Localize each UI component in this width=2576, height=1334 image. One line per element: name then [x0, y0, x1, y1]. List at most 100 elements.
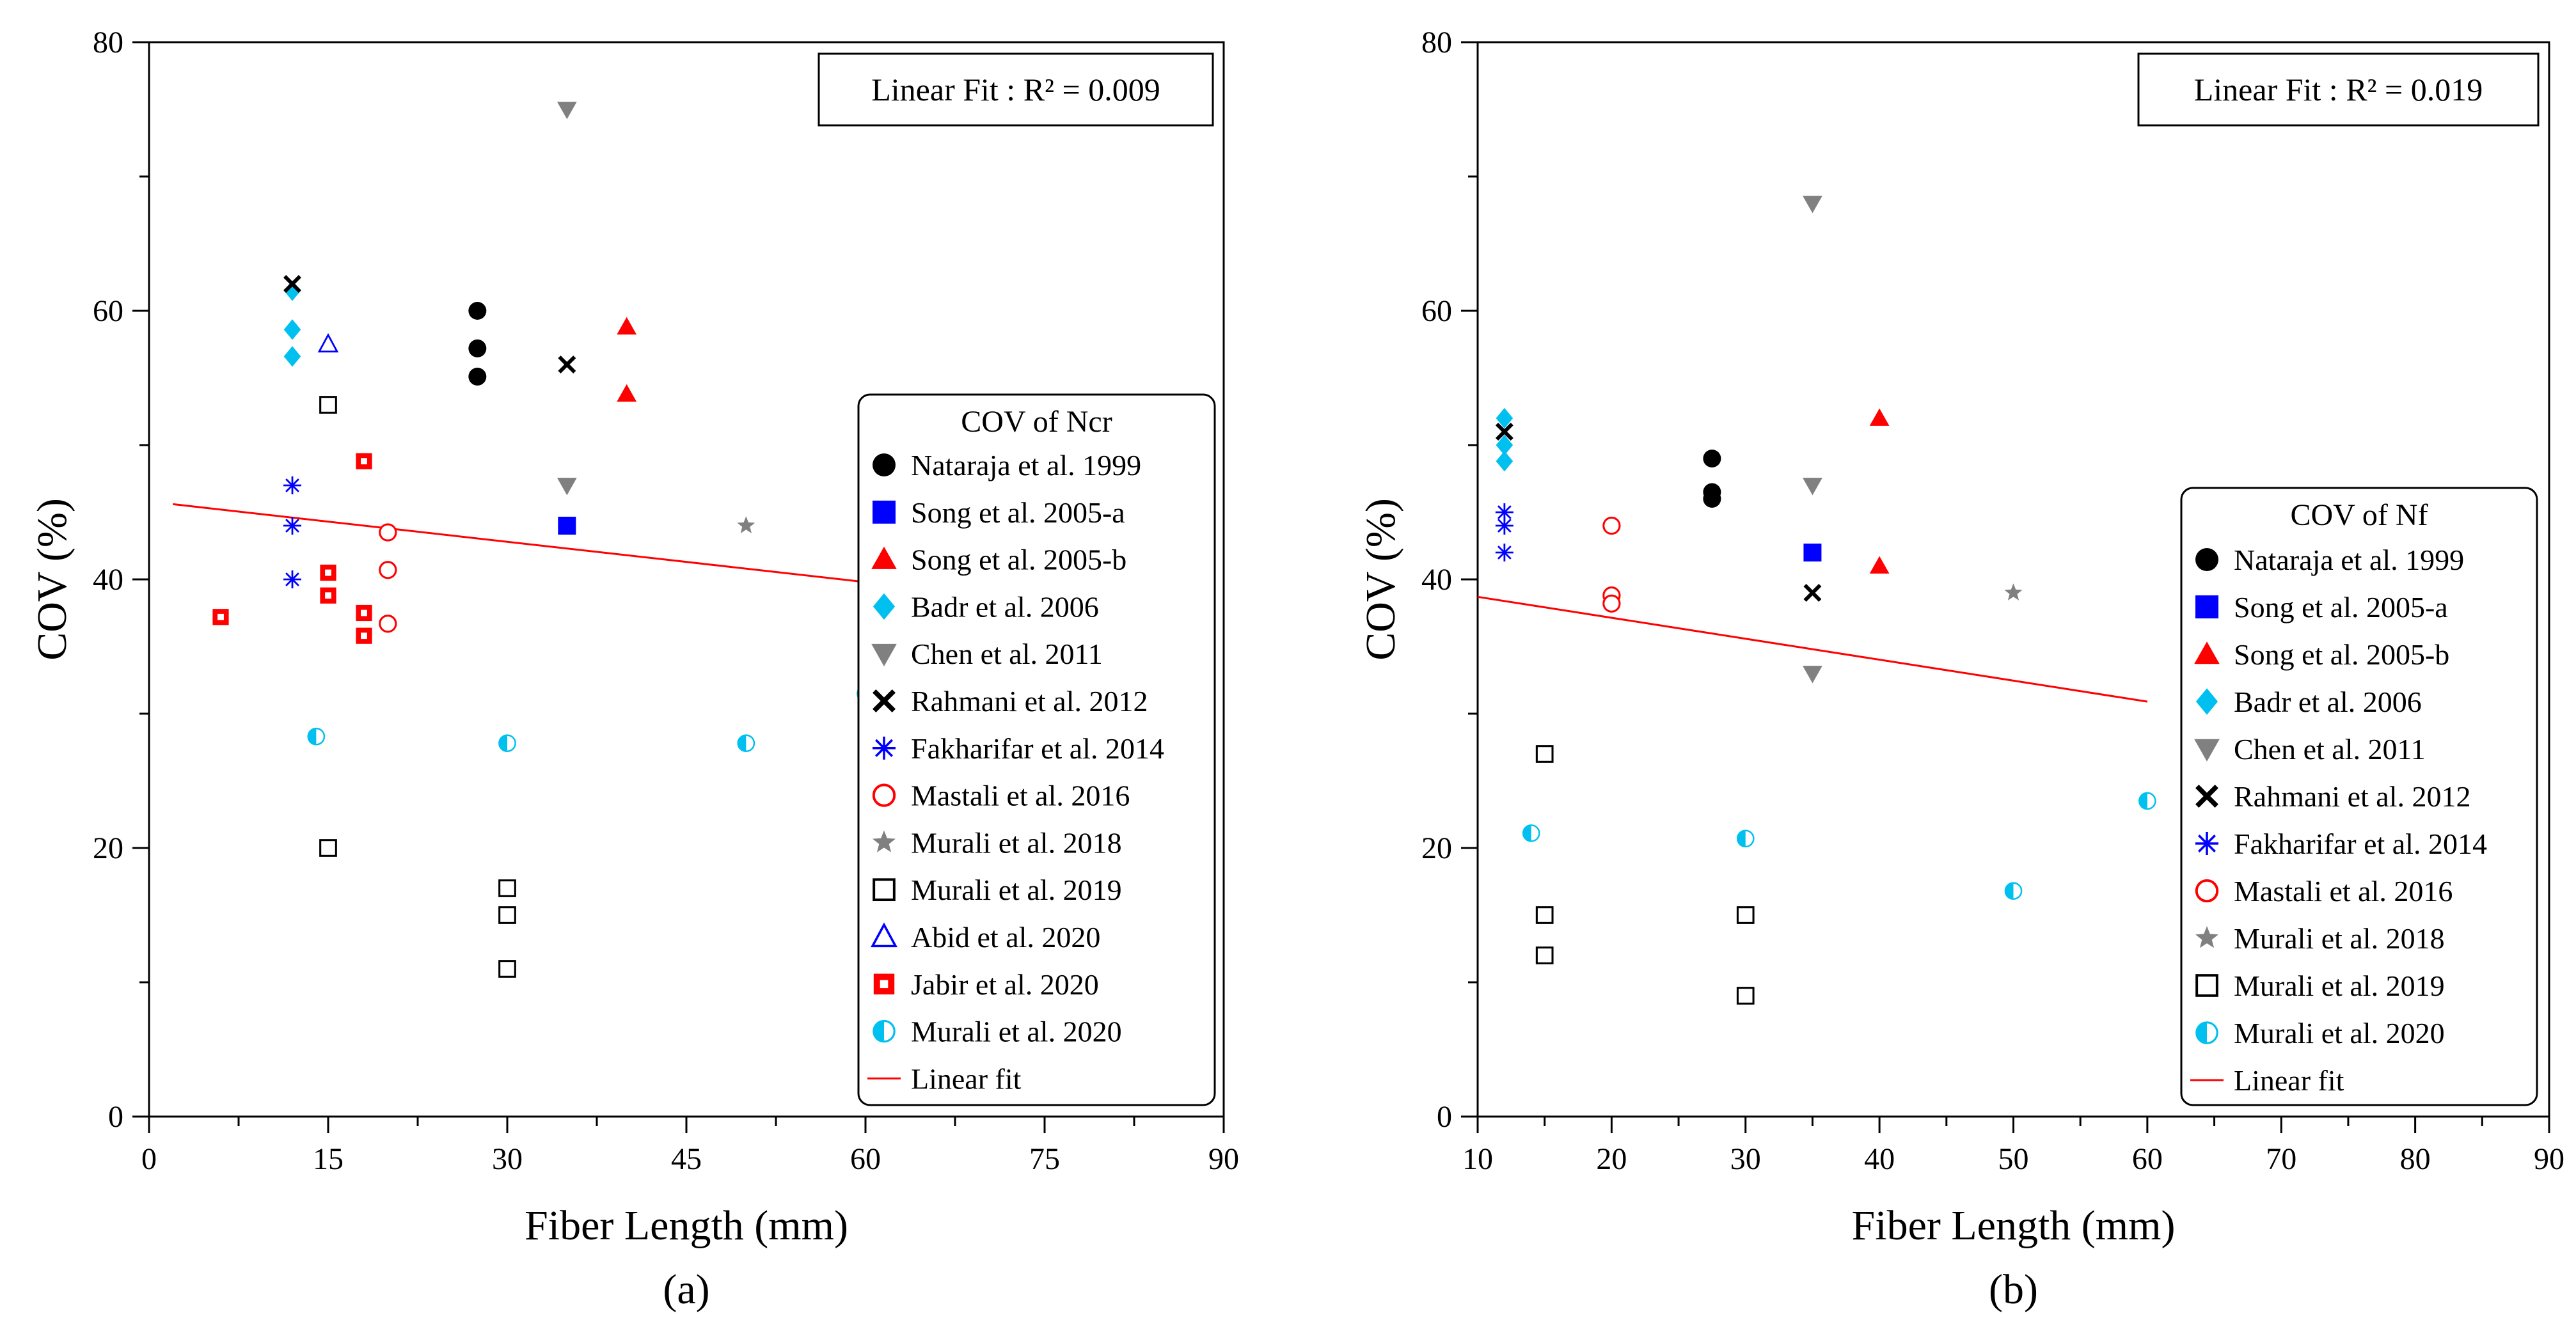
- y-tick-label: 60: [93, 294, 123, 328]
- legend: COV of Ncr Nataraja et al. 1999 Song et al…: [857, 393, 1216, 1106]
- x-tick-label: 75: [1029, 1142, 1060, 1176]
- series-badr-et-al-2006: [1496, 407, 1513, 472]
- data-point: [283, 346, 301, 367]
- legend-marker: [873, 1019, 896, 1043]
- data-point: [356, 627, 372, 644]
- linear-fit-line: [1477, 595, 2148, 703]
- legend-label: Murali et al. 2020: [911, 1016, 1122, 1048]
- data-point: [1803, 544, 1822, 561]
- data-point: [498, 906, 516, 924]
- legend-marker: [873, 689, 896, 712]
- legend-marker: [872, 783, 896, 807]
- data-point: [283, 280, 301, 301]
- y-tick-label: 80: [93, 26, 123, 59]
- legend-label: Rahmani et al. 2012: [911, 685, 1148, 718]
- data-point: [617, 384, 637, 402]
- y-axis-label: COV (%): [1357, 498, 1404, 661]
- data-point: [307, 727, 326, 746]
- legend-label: Nataraja et al. 1999: [911, 449, 1141, 482]
- data-point: [1496, 434, 1513, 456]
- x-tick-label: 30: [1730, 1142, 1761, 1176]
- legend-label: Linear fit: [911, 1062, 1022, 1095]
- data-point: [2138, 792, 2156, 810]
- data-point: [1803, 478, 1822, 496]
- legend-label: Murali et al. 2020: [2234, 1017, 2445, 1049]
- legend-marker: [2195, 974, 2218, 997]
- legend-box: [857, 393, 1216, 1106]
- data-point: [468, 302, 487, 320]
- legend-marker: [873, 878, 896, 902]
- y-tick-label: 60: [1421, 294, 1452, 328]
- linear-fit-line: [173, 503, 866, 583]
- x-tick-label: 20: [1596, 1142, 1627, 1176]
- legend-label: Song et al. 2005-b: [2234, 638, 2449, 671]
- legend-marker: [2195, 832, 2218, 855]
- data-point: [320, 587, 336, 604]
- data-point: [1703, 490, 1721, 508]
- legend-marker: [871, 546, 897, 569]
- data-point: [379, 561, 397, 579]
- x-tick-label: 90: [1208, 1142, 1239, 1176]
- series-mastali-et-al-2016: [1602, 516, 1621, 613]
- legend-marker: [2195, 1021, 2218, 1044]
- y-tick-label: 20: [93, 831, 123, 865]
- legend-title: COV of Ncr: [961, 405, 1112, 439]
- data-point: [1803, 196, 1822, 214]
- data-point: [557, 478, 577, 496]
- series-rahmani-et-al-2012: [1495, 423, 1822, 602]
- legend-marker: [873, 830, 896, 852]
- y-tick-label: 0: [108, 1100, 123, 1134]
- data-point: [617, 317, 637, 335]
- data-point: [1495, 423, 1513, 441]
- data-point: [558, 356, 576, 373]
- data-point: [468, 339, 487, 357]
- legend-label: Murali et al. 2019: [911, 874, 1122, 906]
- legend-marker: [2195, 879, 2219, 903]
- legend-marker: [871, 922, 897, 948]
- series-murali-et-al-2019: [1535, 745, 1755, 1005]
- legend-label: Linear fit: [2234, 1064, 2344, 1097]
- fit-annotation: Linear Fit : R² = 0.009: [871, 72, 1160, 107]
- data-point: [1736, 829, 1755, 848]
- data-point: [557, 102, 577, 120]
- legend-label: Nataraja et al. 1999: [2234, 544, 2464, 576]
- data-point: [1803, 666, 1822, 684]
- series-murali-et-al-2020: [307, 684, 874, 753]
- data-point: [379, 615, 397, 633]
- data-point: [319, 396, 337, 414]
- legend-label: Song et al. 2005-b: [911, 544, 1126, 576]
- legend-label: Mastali et al. 2016: [2234, 875, 2453, 907]
- y-tick-label: 20: [1421, 831, 1452, 865]
- data-point: [1535, 946, 1554, 964]
- legend-label: Song et al. 2005-a: [2234, 591, 2448, 624]
- legend-label: Murali et al. 2018: [2234, 922, 2445, 955]
- data-point: [1602, 594, 1621, 613]
- legend-marker: [873, 973, 895, 994]
- series-nataraja-et-al-1999: [468, 302, 487, 386]
- legend-label: Chen et al. 2011: [2234, 733, 2426, 765]
- fit-annotation-box: [818, 52, 1214, 127]
- series-abid-et-al-2020: [317, 333, 339, 353]
- series-mastali-et-al-2016: [379, 523, 397, 633]
- data-point: [356, 453, 372, 469]
- panel-b: 10 20 30 40 50 60 70 80 90 0 20 40 60 80 Fiber Length …: [1357, 26, 2564, 1313]
- legend-title: COV of Nf: [2290, 498, 2428, 532]
- x-tick-label: 80: [2400, 1142, 2431, 1176]
- data-point: [1522, 824, 1540, 842]
- data-point: [498, 879, 516, 897]
- x-tick-label: 60: [2132, 1142, 2163, 1176]
- data-point: [283, 517, 301, 535]
- data-point: [2004, 882, 2023, 900]
- legend-marker: [873, 593, 896, 620]
- series-chen-et-al-2011: [1803, 196, 1822, 684]
- data-point: [319, 839, 337, 857]
- y-tick-label: 80: [1421, 26, 1452, 59]
- series-song-et-al-2005-a: [1803, 544, 1822, 561]
- x-axis-label: Fiber Length (mm): [1852, 1202, 2176, 1249]
- data-point: [498, 960, 516, 978]
- legend-label: Rahmani et al. 2012: [2234, 780, 2470, 813]
- data-point: [212, 609, 229, 625]
- x-tick-label: 70: [2266, 1142, 2296, 1176]
- x-tick-label: 0: [141, 1142, 157, 1176]
- data-point: [317, 333, 339, 353]
